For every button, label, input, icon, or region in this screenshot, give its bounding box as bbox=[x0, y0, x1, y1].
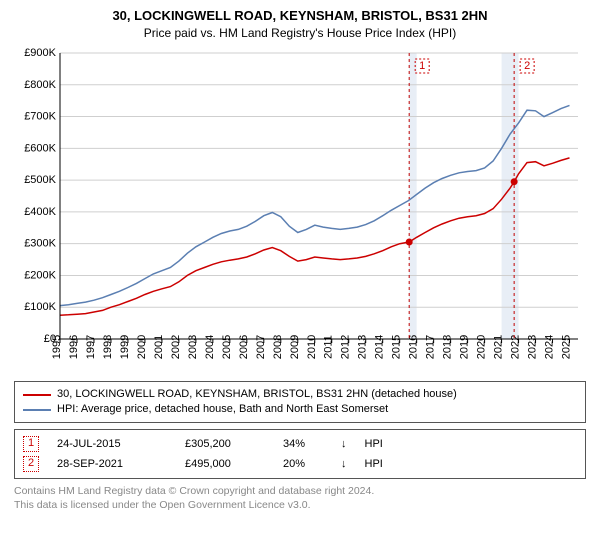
footnote-line1: Contains HM Land Registry data © Crown c… bbox=[14, 485, 586, 499]
x-tick-label: 2015 bbox=[391, 335, 403, 359]
legend-swatch bbox=[23, 394, 51, 396]
event-badge-label: 2 bbox=[524, 60, 530, 72]
event-row: 2 28-SEP-2021 £495,000 20% ↓ HPI bbox=[23, 454, 577, 474]
legend-row: 30, LOCKINGWELL ROAD, KEYNSHAM, BRISTOL,… bbox=[23, 387, 577, 402]
legend-swatch bbox=[23, 409, 51, 411]
legend-box: 30, LOCKINGWELL ROAD, KEYNSHAM, BRISTOL,… bbox=[14, 381, 586, 423]
event-row-badge: 1 bbox=[23, 436, 39, 452]
x-tick-label: 2012 bbox=[340, 335, 352, 359]
x-tick-label: 1997 bbox=[85, 335, 97, 359]
x-tick-label: 2022 bbox=[510, 335, 522, 359]
x-tick-label: 2006 bbox=[238, 335, 250, 359]
x-tick-label: 1998 bbox=[102, 335, 114, 359]
event-price: £305,200 bbox=[185, 438, 265, 450]
y-tick-label: £200K bbox=[24, 270, 56, 282]
event-pct: 20% bbox=[283, 458, 323, 470]
x-tick-label: 2019 bbox=[459, 335, 471, 359]
y-tick-label: £100K bbox=[24, 301, 56, 313]
x-tick-label: 1995 bbox=[51, 335, 63, 359]
event-tag: HPI bbox=[365, 458, 383, 470]
y-tick-label: £900K bbox=[24, 47, 56, 59]
x-tick-label: 2025 bbox=[561, 335, 573, 359]
legend-label: HPI: Average price, detached house, Bath… bbox=[57, 402, 388, 417]
footnote: Contains HM Land Registry data © Crown c… bbox=[14, 485, 586, 512]
x-tick-label: 2024 bbox=[544, 335, 556, 359]
series-property_price bbox=[60, 158, 570, 315]
event-dot bbox=[511, 178, 518, 185]
event-row: 1 24-JUL-2015 £305,200 34% ↓ HPI bbox=[23, 434, 577, 454]
y-tick-label: £500K bbox=[24, 174, 56, 186]
event-row-badge: 2 bbox=[23, 456, 39, 472]
y-tick-label: £700K bbox=[24, 111, 56, 123]
down-arrow-icon: ↓ bbox=[341, 438, 347, 450]
event-date: 24-JUL-2015 bbox=[57, 438, 167, 450]
x-tick-label: 2002 bbox=[170, 335, 182, 359]
footnote-line2: This data is licensed under the Open Gov… bbox=[14, 499, 586, 513]
chart-subtitle: Price paid vs. HM Land Registry's House … bbox=[14, 26, 586, 41]
event-price: £495,000 bbox=[185, 458, 265, 470]
x-tick-label: 2008 bbox=[272, 335, 284, 359]
x-tick-label: 2020 bbox=[476, 335, 488, 359]
x-tick-label: 2009 bbox=[289, 335, 301, 359]
event-badge-label: 1 bbox=[419, 60, 425, 72]
x-tick-label: 1996 bbox=[68, 335, 80, 359]
events-table: 1 24-JUL-2015 £305,200 34% ↓ HPI 2 28-SEP-2021 £… bbox=[14, 429, 586, 479]
chart-title: 30, LOCKINGWELL ROAD, KEYNSHAM, BRISTOL,… bbox=[14, 8, 586, 24]
x-tick-label: 2013 bbox=[357, 335, 369, 359]
x-tick-label: 2016 bbox=[408, 335, 420, 359]
event-pct: 34% bbox=[283, 438, 323, 450]
event-dot bbox=[406, 239, 413, 246]
event-tag: HPI bbox=[365, 438, 383, 450]
x-tick-label: 2023 bbox=[527, 335, 539, 359]
root: 30, LOCKINGWELL ROAD, KEYNSHAM, BRISTOL,… bbox=[0, 0, 600, 560]
x-tick-label: 2003 bbox=[187, 335, 199, 359]
x-tick-label: 2014 bbox=[374, 335, 386, 359]
y-tick-label: £400K bbox=[24, 206, 56, 218]
x-tick-label: 2007 bbox=[255, 335, 267, 359]
y-tick-label: £600K bbox=[24, 143, 56, 155]
x-tick-label: 2005 bbox=[221, 335, 233, 359]
x-tick-label: 1999 bbox=[119, 335, 131, 359]
y-tick-label: £300K bbox=[24, 238, 56, 250]
x-tick-label: 2018 bbox=[442, 335, 454, 359]
down-arrow-icon: ↓ bbox=[341, 458, 347, 470]
legend-label: 30, LOCKINGWELL ROAD, KEYNSHAM, BRISTOL,… bbox=[57, 387, 457, 402]
line-chart-svg: £0£100K£200K£300K£400K£500K£600K£700K£80… bbox=[14, 45, 586, 375]
x-tick-label: 2004 bbox=[204, 335, 216, 359]
x-tick-label: 2000 bbox=[136, 335, 148, 359]
x-tick-label: 2010 bbox=[306, 335, 318, 359]
x-tick-label: 2017 bbox=[425, 335, 437, 359]
x-tick-label: 2021 bbox=[493, 335, 505, 359]
event-date: 28-SEP-2021 bbox=[57, 458, 167, 470]
legend-row: HPI: Average price, detached house, Bath… bbox=[23, 402, 577, 417]
chart-area: £0£100K£200K£300K£400K£500K£600K£700K£80… bbox=[14, 45, 586, 375]
y-tick-label: £800K bbox=[24, 79, 56, 91]
x-tick-label: 2001 bbox=[153, 335, 165, 359]
